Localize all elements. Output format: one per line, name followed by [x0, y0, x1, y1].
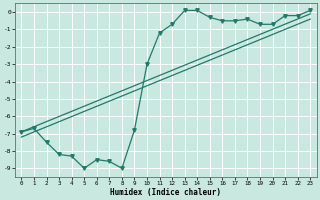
X-axis label: Humidex (Indice chaleur): Humidex (Indice chaleur) [110, 188, 221, 197]
